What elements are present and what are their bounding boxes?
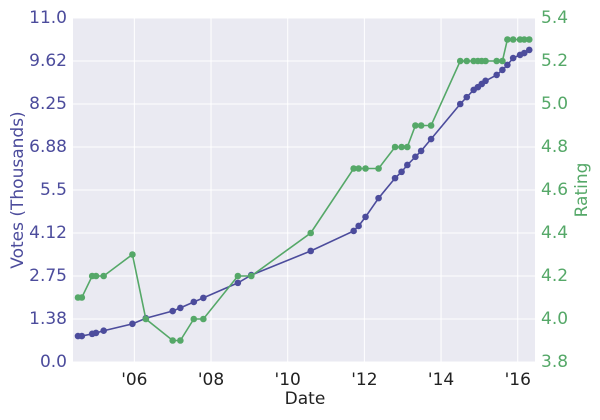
data-point — [509, 36, 517, 43]
y-tick-label: 2.75 — [29, 266, 67, 286]
x-tick-label: '14 — [428, 370, 454, 390]
data-point — [398, 168, 405, 176]
y2-tick-label: 4.2 — [541, 266, 568, 286]
y-tick-label: 11.0 — [29, 8, 67, 28]
data-point — [404, 143, 411, 151]
data-point — [482, 77, 489, 85]
data-point — [177, 304, 184, 312]
data-point — [398, 143, 405, 151]
data-point — [375, 194, 382, 202]
data-point — [100, 272, 107, 280]
y-tick-label: 4.12 — [29, 223, 67, 243]
data-point — [493, 57, 500, 65]
x-axis-label: Date — [285, 389, 326, 409]
data-point — [417, 147, 425, 155]
x-tick-label: '08 — [198, 370, 224, 390]
data-point — [427, 122, 435, 129]
data-point — [456, 57, 464, 65]
data-point — [463, 93, 471, 101]
data-point — [525, 46, 533, 54]
data-point — [504, 61, 511, 69]
data-point — [504, 36, 511, 43]
data-point — [92, 329, 100, 337]
data-point — [520, 49, 528, 57]
data-point — [169, 307, 176, 315]
y2-tick-label: 4.6 — [541, 180, 568, 200]
data-point — [520, 36, 528, 43]
data-point — [307, 247, 315, 255]
data-point — [200, 315, 207, 323]
y2-tick-label: 5.4 — [541, 8, 568, 28]
x-tick-label: '06 — [121, 370, 147, 390]
y2-tick-label: 4.4 — [541, 223, 568, 243]
data-point — [190, 315, 198, 323]
data-point — [169, 337, 176, 344]
x-tick-label: '12 — [351, 370, 377, 390]
data-point — [177, 337, 184, 344]
data-point — [78, 332, 86, 340]
data-point — [350, 165, 357, 172]
data-point — [456, 100, 464, 108]
data-point — [509, 54, 517, 62]
data-point — [355, 222, 362, 230]
data-point — [463, 57, 471, 65]
y2-tick-label: 3.8 — [541, 352, 568, 372]
data-point — [482, 57, 489, 65]
y2-tick-label: 4.8 — [541, 137, 568, 157]
data-point — [100, 327, 107, 335]
data-point — [404, 161, 411, 169]
data-point — [375, 165, 382, 172]
data-point — [362, 165, 369, 172]
data-point — [391, 143, 399, 151]
y-tick-label: 1.38 — [29, 309, 67, 329]
data-point — [412, 153, 419, 161]
data-point — [190, 298, 198, 306]
data-point — [362, 213, 369, 221]
data-point — [78, 294, 86, 301]
data-point — [499, 66, 506, 74]
y-tick-label: 9.62 — [29, 51, 67, 71]
data-point — [247, 272, 255, 280]
data-point — [499, 57, 506, 65]
y-tick-label: 5.5 — [40, 180, 67, 200]
data-point — [350, 227, 357, 235]
y2-tick-label: 4.0 — [541, 309, 568, 329]
data-point — [427, 135, 435, 143]
data-point — [417, 122, 425, 129]
y2-tick-label: 5.2 — [541, 51, 568, 71]
data-point — [200, 294, 207, 302]
data-point — [129, 251, 136, 258]
y-tick-label: 8.25 — [29, 94, 67, 114]
x-tick-label: '10 — [275, 370, 301, 390]
data-point — [493, 71, 500, 79]
x-tick-label: '16 — [505, 370, 531, 390]
y2-tick-label: 5.0 — [541, 94, 568, 114]
data-point — [129, 320, 136, 328]
data-point — [234, 279, 242, 287]
y-tick-label: 6.88 — [29, 137, 67, 157]
y-axis-label: Votes (Thousands) — [8, 111, 28, 268]
data-point — [355, 165, 362, 172]
y2-axis-label: Rating — [572, 163, 592, 218]
data-point — [92, 272, 100, 280]
y-tick-label: 0.0 — [40, 352, 67, 372]
data-point — [412, 122, 419, 129]
data-point — [391, 174, 399, 182]
data-point — [142, 315, 150, 323]
data-point — [307, 229, 315, 237]
data-point — [525, 36, 533, 43]
data-point — [234, 272, 242, 280]
